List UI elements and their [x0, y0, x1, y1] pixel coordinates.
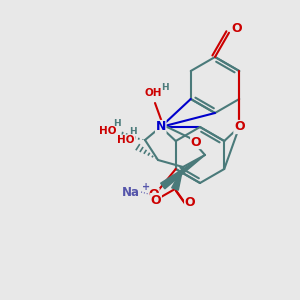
- Text: H: H: [129, 128, 137, 136]
- Text: H: H: [161, 82, 169, 91]
- Text: O: O: [148, 188, 159, 202]
- Text: OH: OH: [144, 88, 162, 98]
- Text: O: O: [151, 194, 161, 206]
- Text: O: O: [232, 22, 242, 35]
- Text: HO: HO: [117, 135, 135, 145]
- Text: H: H: [113, 118, 121, 127]
- Polygon shape: [172, 167, 183, 190]
- Text: HO: HO: [99, 126, 117, 136]
- Text: O: O: [234, 121, 244, 134]
- Text: Na: Na: [122, 185, 140, 199]
- Text: O: O: [185, 196, 195, 209]
- Text: +: +: [142, 182, 150, 192]
- Polygon shape: [161, 155, 205, 189]
- Text: N: N: [156, 121, 166, 134]
- Text: O: O: [191, 136, 201, 148]
